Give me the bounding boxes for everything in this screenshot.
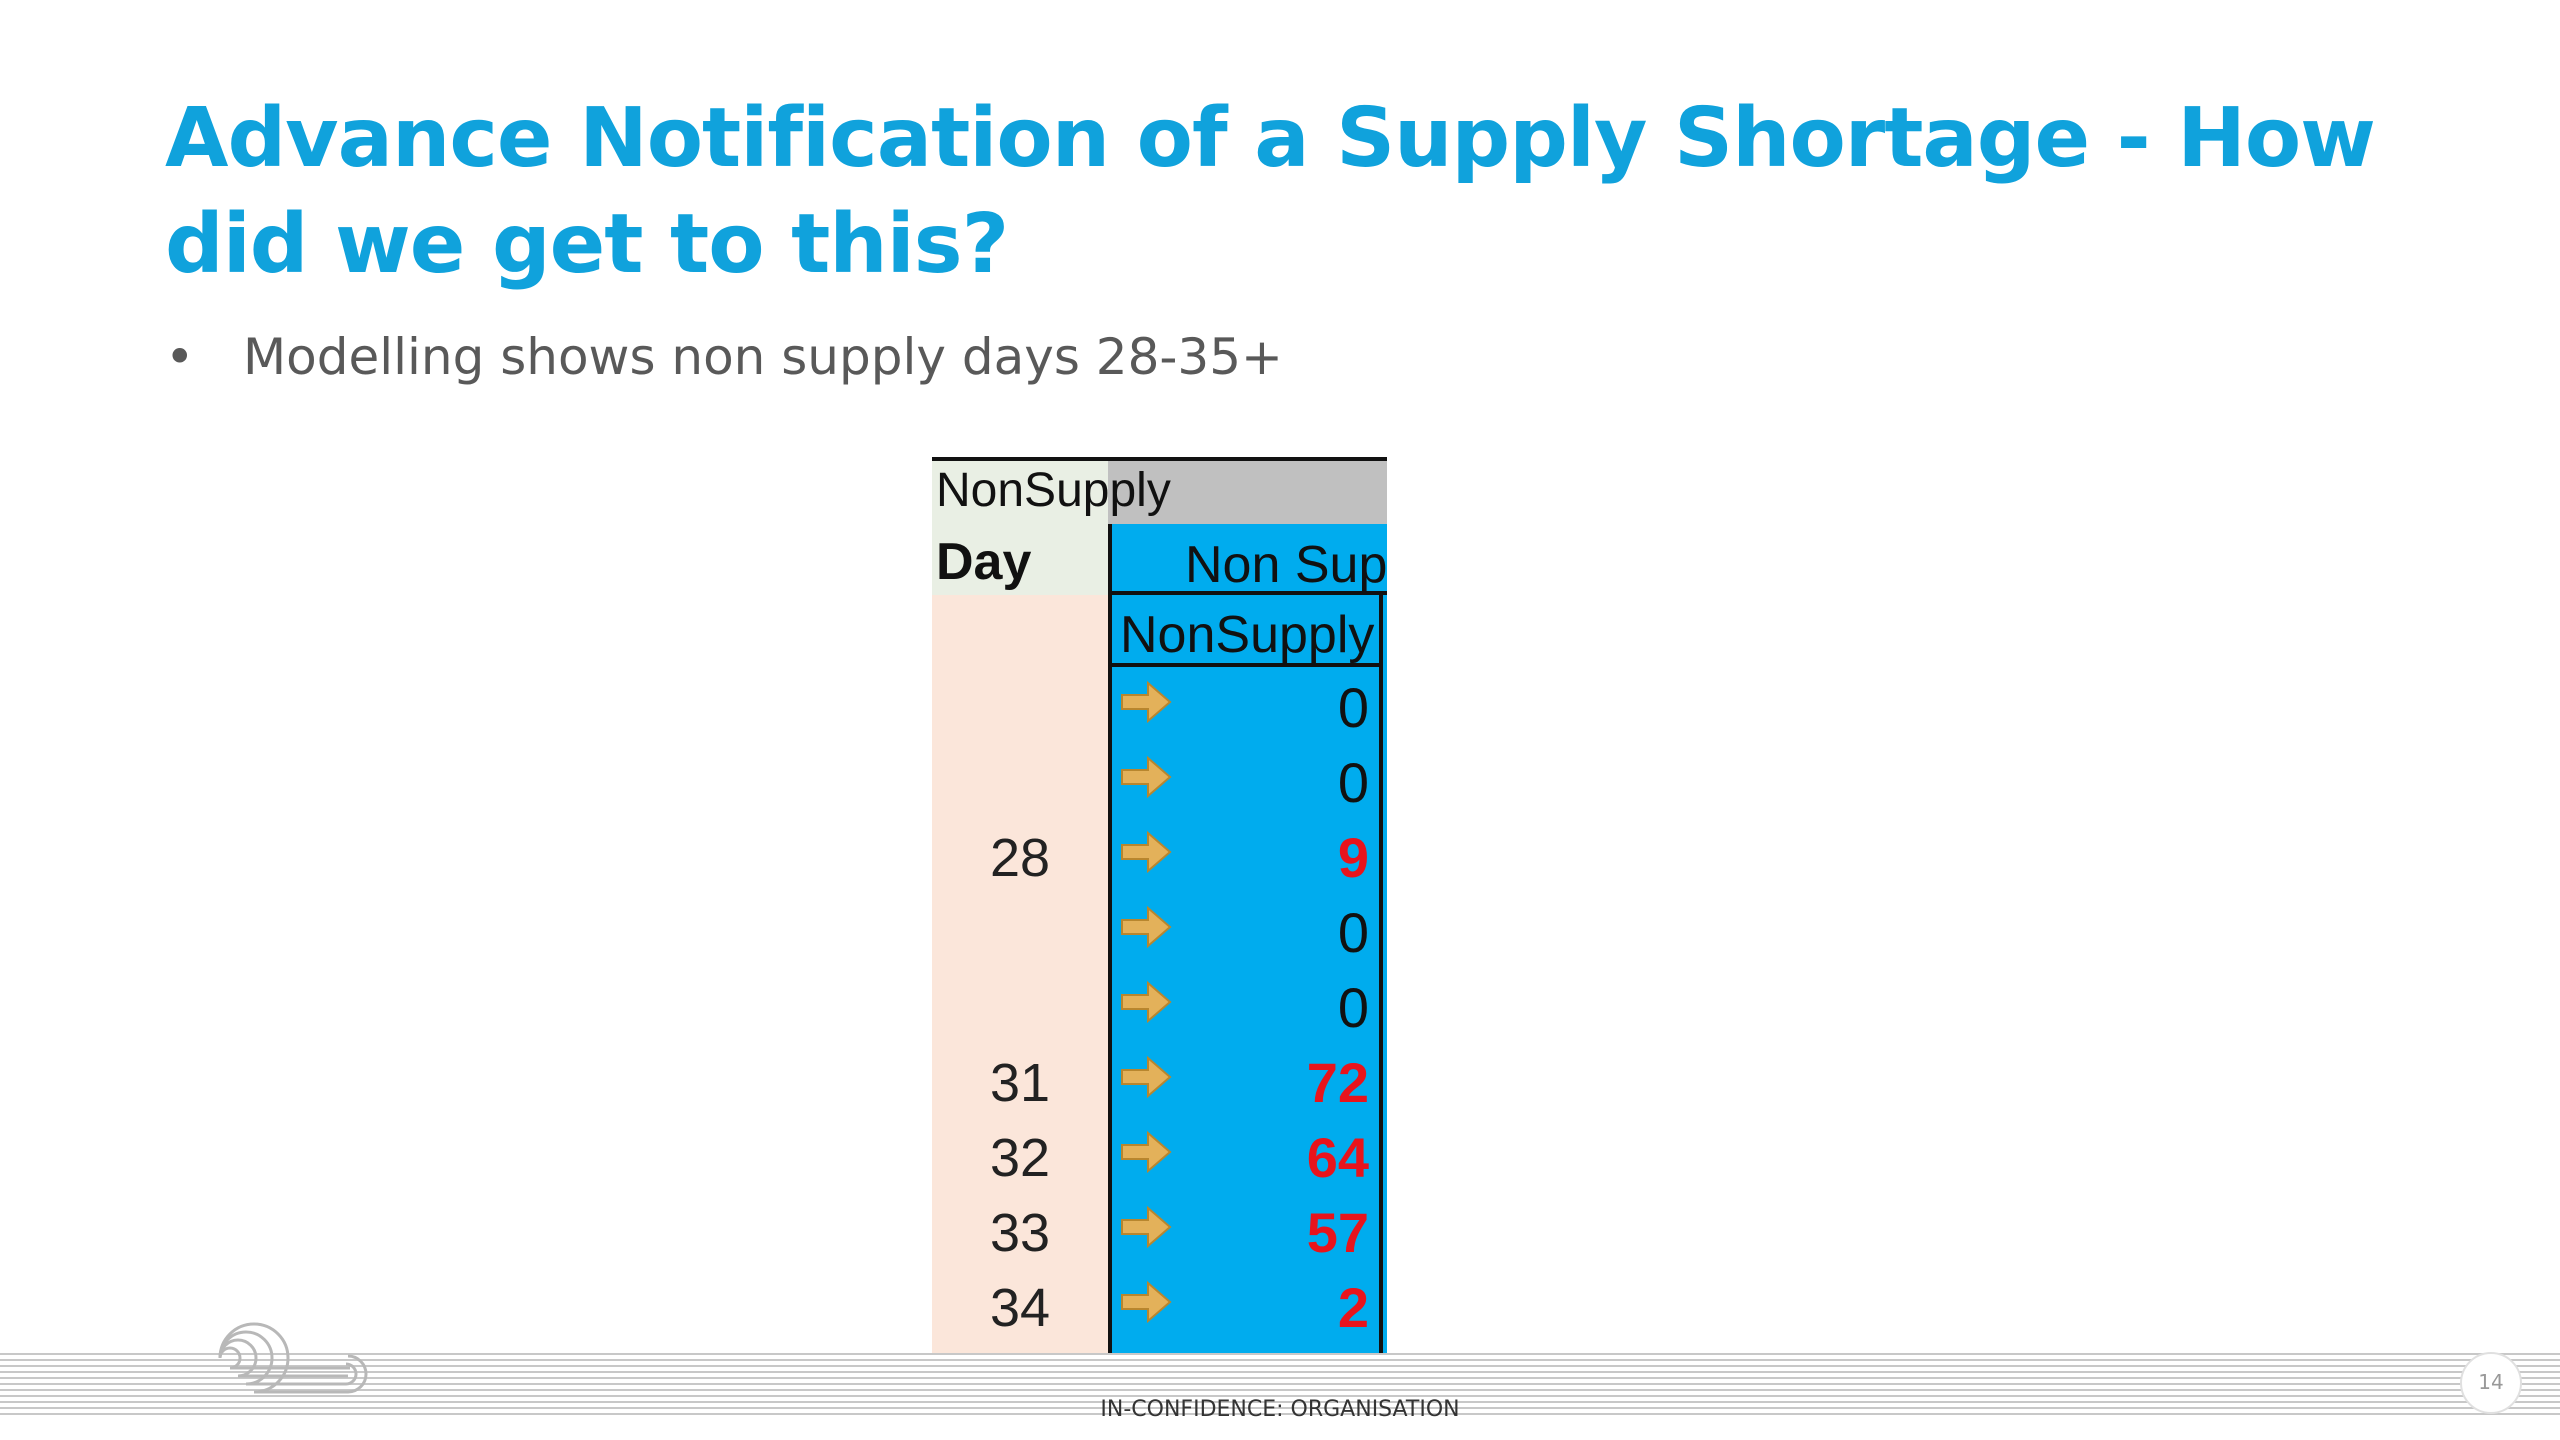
table-row: 31 72	[932, 1042, 1387, 1117]
right-arrow-icon	[1121, 1130, 1172, 1174]
nonsupply-value: 64	[1306, 1126, 1369, 1189]
day-header-bg	[932, 524, 1108, 595]
bullet-dot: •	[165, 328, 195, 386]
table-row: 0	[932, 892, 1387, 967]
column-border	[1108, 524, 1112, 1355]
right-arrow-icon	[1121, 1280, 1172, 1324]
nonsupply-value: 9	[1337, 826, 1369, 889]
page-number-badge: 14	[2460, 1352, 2522, 1414]
nonsupply-value: 72	[1306, 1051, 1369, 1114]
right-arrow-icon	[1121, 1205, 1172, 1249]
day-cell: 33	[989, 1203, 1051, 1263]
day-header: Day	[936, 533, 1032, 591]
table-row: 28 9	[932, 817, 1387, 892]
day-column	[932, 595, 1108, 1355]
table-row: 0	[932, 667, 1387, 742]
sheet-top-border	[932, 457, 1387, 461]
nonsupply-value: 0	[1337, 976, 1369, 1039]
day-cell: 31	[989, 1053, 1051, 1113]
sheet-header: NonSupply	[936, 464, 1171, 517]
nonsupply-value: 0	[1337, 676, 1369, 739]
day-cell: 34	[989, 1278, 1051, 1338]
table-row: 34 2	[932, 1267, 1387, 1342]
day-cell: 28	[989, 828, 1051, 888]
table-row: 33 57	[932, 1192, 1387, 1267]
sheet-header-bg-grey	[1108, 461, 1387, 524]
right-arrow-icon	[1121, 905, 1172, 949]
classification-label: IN-CONFIDENCE: ORGANISATION	[1100, 1397, 1460, 1422]
right-arrow-icon	[1121, 980, 1172, 1024]
right-arrow-icon	[1121, 1055, 1172, 1099]
table-row: 0	[932, 967, 1387, 1042]
footer-decoration	[0, 1353, 2560, 1415]
right-arrow-icon	[1121, 755, 1172, 799]
page-number: 14	[2478, 1370, 2504, 1394]
sheet-header-bg	[932, 461, 1108, 524]
day-cell: 32	[989, 1128, 1051, 1188]
column-header: Non Sup	[1185, 536, 1387, 594]
table-row: 32 64	[932, 1117, 1387, 1192]
table-row: 0	[932, 742, 1387, 817]
subheader-divider	[1108, 663, 1383, 667]
bullet-text: Modelling shows non supply days 28-35+	[243, 328, 1283, 386]
right-arrow-icon	[1121, 830, 1172, 874]
header-divider	[1108, 591, 1387, 595]
spreadsheet-excerpt: NonSupply Day Non Sup NonSupply 0 0 28 9 0 0 3…	[932, 457, 1387, 1355]
nonsupply-value: 0	[1337, 751, 1369, 814]
column-subheader: NonSupply	[1120, 606, 1375, 664]
nonsupply-value: 57	[1306, 1201, 1369, 1264]
nonsupply-value: 0	[1337, 901, 1369, 964]
spiral-logo-icon	[218, 1322, 368, 1394]
slide-title: Advance Notification of a Supply Shortag…	[165, 91, 2376, 292]
right-arrow-icon	[1121, 680, 1172, 724]
column-border	[1379, 595, 1383, 1355]
nonsupply-value: 2	[1337, 1276, 1369, 1339]
